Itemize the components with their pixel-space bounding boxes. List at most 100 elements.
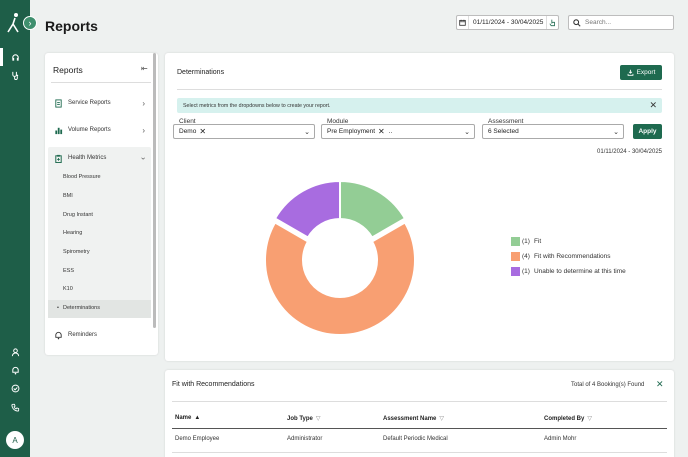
- stethoscope-icon[interactable]: [9, 69, 21, 81]
- legend-item[interactable]: (1) Fit: [511, 234, 626, 249]
- scrollbar[interactable]: [153, 53, 156, 328]
- download-icon: [627, 69, 633, 76]
- assessment-label: Assessment: [488, 118, 524, 125]
- cell-completed-by: Admin Mohr: [544, 436, 577, 442]
- assessment-value: 6 Selected: [488, 128, 519, 135]
- user-icon[interactable]: [9, 346, 21, 358]
- headset-icon[interactable]: [9, 51, 21, 63]
- determinations-donut-chart[interactable]: [255, 171, 425, 341]
- donut-slice-fit[interactable]: [339, 179, 407, 239]
- collapse-panel-icon[interactable]: ⇤: [141, 64, 148, 73]
- column-header-assessment-name[interactable]: Assessment Name ▽: [383, 415, 444, 423]
- cell-name[interactable]: Demo Employee: [175, 436, 220, 442]
- bell-icon[interactable]: [9, 364, 21, 376]
- sub-item-bullet: •: [57, 305, 59, 311]
- remove-chip-icon[interactable]: ✕: [199, 127, 207, 136]
- legend-label: Fit: [533, 238, 542, 245]
- page-title: Reports: [45, 18, 98, 34]
- panel-title: Reports: [53, 65, 83, 75]
- column-label: Name: [175, 415, 192, 421]
- booking-count: Total of 4 Booking(s) Found: [571, 382, 645, 388]
- table-title: Fit with Recommendations: [172, 381, 255, 388]
- pointer-hand-icon[interactable]: [546, 16, 558, 29]
- close-icon[interactable]: ✕: [656, 379, 664, 389]
- chevron-down-icon: ⌄: [613, 128, 619, 136]
- assessment-select[interactable]: 6 Selected ⌄: [482, 124, 624, 139]
- sidebar-item-label: Volume Reports: [68, 127, 111, 133]
- phone-icon[interactable]: [9, 401, 21, 413]
- sub-item-determinations[interactable]: Determinations: [63, 305, 100, 311]
- results-table-card: Fit with Recommendations Total of 4 Book…: [165, 370, 674, 457]
- column-label: Assessment Name: [383, 415, 437, 422]
- legend-count: (1): [522, 238, 530, 245]
- sidebar-item-service-reports[interactable]: Service Reports ›: [48, 92, 151, 114]
- date-range-text: 01/11/2024 - 30/04/2025: [473, 19, 544, 26]
- module-label: Module: [327, 118, 349, 125]
- reports-nav-panel: Reports ⇤ Service Reports › Volume Repor…: [45, 53, 158, 355]
- search-icon: [573, 18, 581, 27]
- export-label: Export: [636, 69, 656, 76]
- health-metrics-group: [48, 147, 151, 317]
- divider: [172, 401, 667, 402]
- calendar-icon[interactable]: [457, 16, 469, 29]
- legend-swatch: [511, 237, 520, 246]
- app-logo: [7, 13, 19, 33]
- document-icon: [53, 98, 63, 108]
- sidebar-item-volume-reports[interactable]: Volume Reports ›: [48, 119, 151, 141]
- legend-item[interactable]: (1) Unable to determine at this time: [511, 264, 626, 279]
- clipboard-icon: [53, 153, 63, 163]
- sub-item-bmi[interactable]: BMI: [63, 193, 73, 199]
- sidebar-item-reminders[interactable]: Reminders: [48, 324, 151, 346]
- sort-ascending-icon[interactable]: ▲: [194, 415, 201, 421]
- client-select[interactable]: Demo ✕ ⌄: [173, 124, 315, 139]
- sub-item-drug-instant[interactable]: Drug Instant: [63, 212, 93, 218]
- filter-icon[interactable]: ▽: [587, 416, 592, 422]
- sidebar-item-label: Service Reports: [68, 100, 111, 106]
- column-header-completed-by[interactable]: Completed By ▽: [544, 415, 592, 423]
- sub-item-k10[interactable]: K10: [63, 286, 73, 292]
- divider: [51, 82, 151, 83]
- donut-slice-fit-with-recommendations[interactable]: [264, 221, 416, 336]
- donut-slice-unable-to-determine-at-this-time[interactable]: [273, 179, 341, 239]
- bell-icon: [53, 330, 63, 340]
- info-banner: Select metrics from the dropdowns below …: [177, 98, 662, 113]
- chevron-down-icon: ⌄: [304, 128, 310, 136]
- close-icon[interactable]: ✕: [649, 100, 657, 110]
- cell-assessment-name: Default Periodic Medical: [383, 436, 448, 442]
- expand-rail-icon[interactable]: ›: [23, 16, 37, 30]
- filter-icon[interactable]: ▽: [315, 416, 321, 422]
- avatar[interactable]: A: [6, 431, 24, 449]
- sidebar-item-health-metrics[interactable]: Health Metrics ›: [48, 147, 151, 169]
- remove-chip-icon[interactable]: ✕: [378, 127, 385, 136]
- active-indicator: [0, 48, 3, 66]
- legend-item[interactable]: (4) Fit with Recommendations: [511, 249, 626, 264]
- sub-item-ess[interactable]: ESS: [63, 268, 75, 274]
- column-header-name[interactable]: Name ▲: [175, 415, 200, 421]
- sidebar-item-label: Reminders: [68, 332, 98, 338]
- date-range-picker[interactable]: 01/11/2024 - 30/04/2025: [456, 15, 559, 30]
- left-rail: › A: [0, 0, 37, 457]
- filter-icon[interactable]: ▽: [439, 416, 444, 422]
- module-chip: Pre Employment: [327, 128, 376, 135]
- row-divider: [172, 452, 667, 453]
- export-button[interactable]: Export: [620, 65, 662, 80]
- column-header-job-type[interactable]: Job Type ▽: [287, 415, 321, 423]
- legend-swatch: [511, 252, 520, 261]
- module-select[interactable]: Pre Employment ✕ .. ⌄: [321, 124, 475, 139]
- sub-item-hearing[interactable]: Hearing: [63, 230, 83, 236]
- sub-item-spirometry[interactable]: Spirometry: [63, 249, 90, 255]
- search-box[interactable]: [568, 15, 674, 30]
- report-date-range: 01/11/2024 - 30/04/2025: [597, 149, 662, 155]
- determinations-card: Determinations Export Select metrics fro…: [165, 53, 674, 361]
- legend-label: Unable to determine at this time: [533, 268, 626, 275]
- apply-button[interactable]: Apply: [633, 124, 662, 139]
- chart-legend: (1) Fit (4) Fit with Recommendations (1) Unab…: [511, 234, 626, 279]
- header-divider: [172, 428, 667, 429]
- module-more: ..: [388, 128, 393, 135]
- search-input[interactable]: [585, 19, 670, 26]
- bar-chart-icon: [53, 125, 63, 135]
- cell-job-type: Administrator: [287, 436, 323, 442]
- check-circle-icon[interactable]: [9, 382, 21, 394]
- sub-item-blood-pressure[interactable]: Blood Pressure: [63, 174, 101, 180]
- chevron-right-icon: ›: [142, 98, 145, 108]
